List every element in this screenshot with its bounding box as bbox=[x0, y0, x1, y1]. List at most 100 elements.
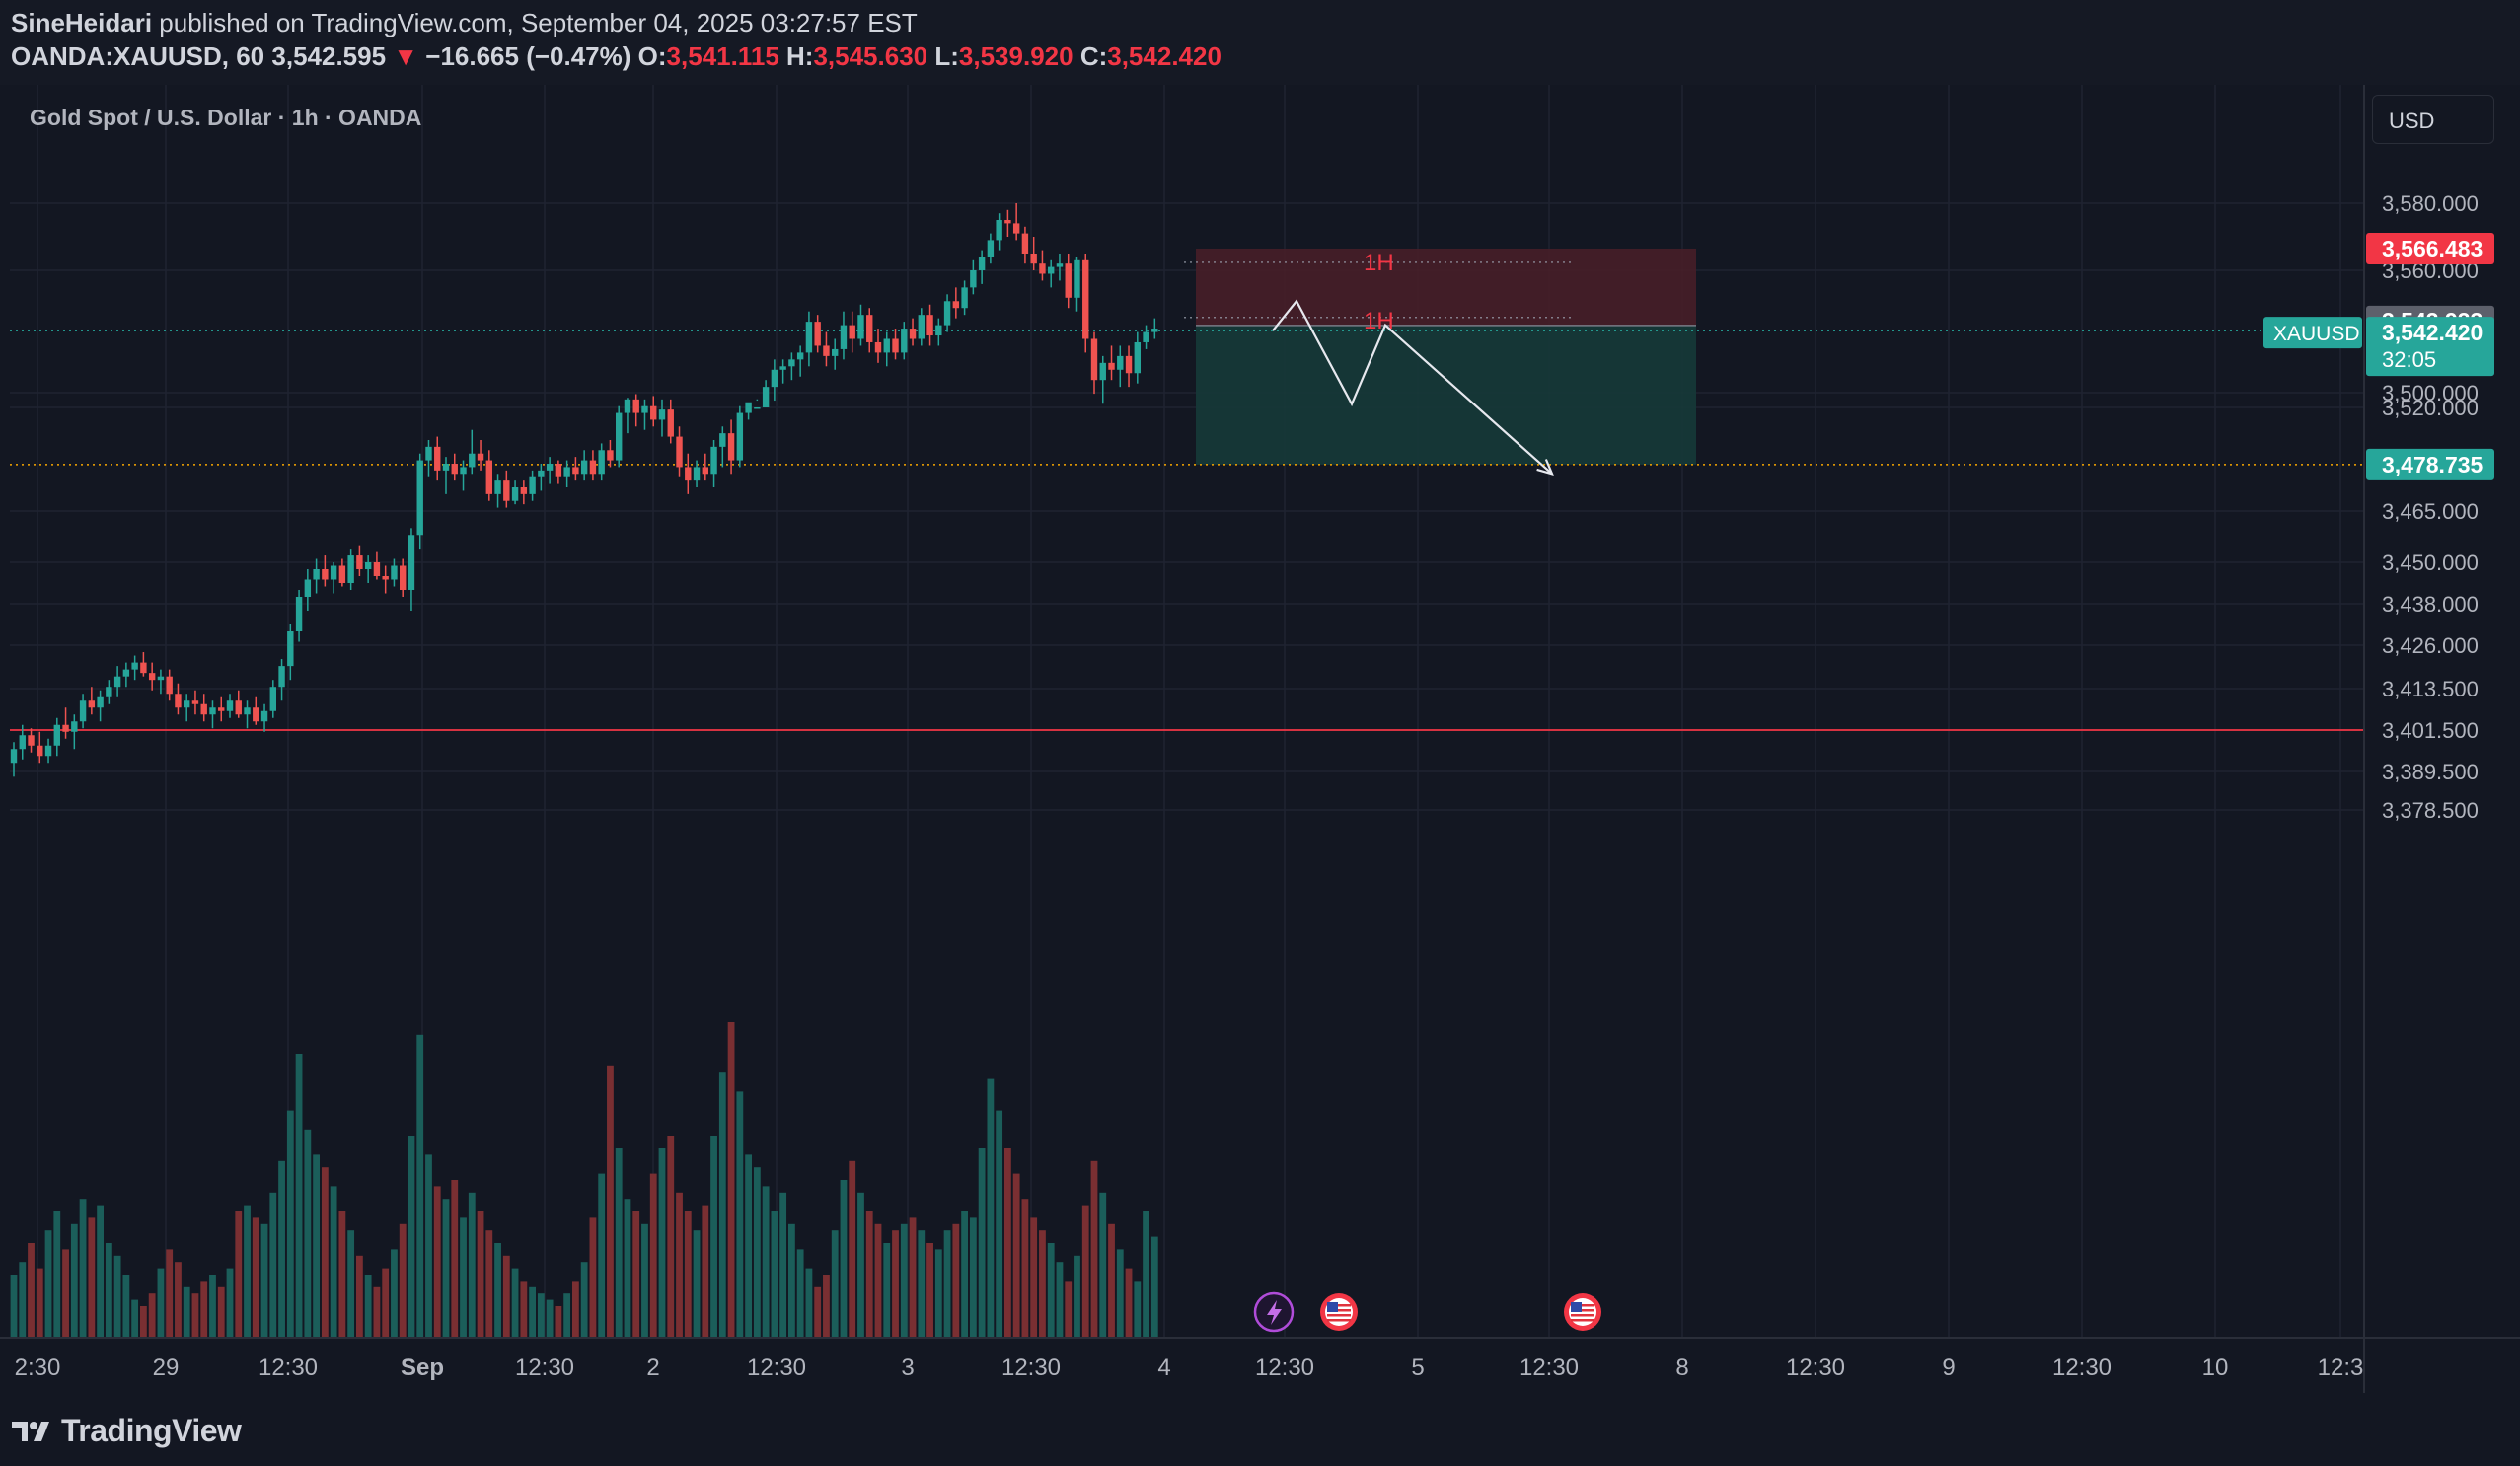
volume-bar bbox=[736, 1091, 744, 1338]
candle-body bbox=[987, 240, 995, 257]
candle-body bbox=[580, 460, 588, 475]
price-tick-label: 3,500.000 bbox=[2382, 381, 2479, 405]
chart-legend-title[interactable]: Gold Spot / U.S. Dollar · 1h · OANDA bbox=[30, 105, 422, 130]
stop-price-label-text: 3,566.483 bbox=[2382, 236, 2483, 261]
candle-body bbox=[79, 700, 87, 722]
volume-bar bbox=[1099, 1192, 1107, 1338]
low-value: 3,539.920 bbox=[958, 41, 1074, 71]
candle bbox=[244, 700, 251, 729]
volume-bar bbox=[978, 1148, 986, 1338]
candle bbox=[157, 669, 165, 695]
volume-bar bbox=[934, 1249, 942, 1338]
time-tick-label: 3 bbox=[901, 1355, 914, 1381]
candle bbox=[892, 329, 899, 360]
time-tick-label: 12:30 bbox=[259, 1355, 318, 1381]
volume-bar bbox=[718, 1072, 726, 1338]
candle bbox=[322, 555, 329, 587]
time-tick-label: Sep bbox=[401, 1355, 444, 1381]
stop-price-label[interactable]: 3,566.483 bbox=[2366, 232, 2494, 264]
volume-bar bbox=[727, 1022, 735, 1338]
volume-bar bbox=[364, 1275, 372, 1338]
candle-body bbox=[460, 467, 467, 475]
volume-bar bbox=[382, 1268, 390, 1338]
volume-bar bbox=[520, 1281, 528, 1338]
price-tick-label: 3,426.000 bbox=[2382, 633, 2479, 658]
author-name[interactable]: SineHeidari bbox=[11, 8, 153, 37]
time-tick-label: 10 bbox=[2202, 1355, 2229, 1381]
flag-stripe bbox=[1327, 1319, 1351, 1322]
us-flag-event-icon[interactable] bbox=[1564, 1293, 1601, 1331]
candle-body bbox=[805, 322, 813, 353]
candle bbox=[166, 669, 173, 701]
candle bbox=[883, 331, 890, 367]
open-value: 3,541.115 bbox=[666, 41, 779, 71]
candle-body bbox=[961, 287, 968, 309]
candle-body bbox=[382, 576, 389, 580]
lightning-event-icon[interactable] bbox=[1253, 1291, 1295, 1333]
volume-bar bbox=[166, 1249, 174, 1338]
price-tick-label: 3,450.000 bbox=[2382, 550, 2479, 575]
time-tick-label: 5 bbox=[1411, 1355, 1424, 1381]
volume-bar bbox=[313, 1154, 320, 1338]
time-tick-label: 2 bbox=[646, 1355, 659, 1381]
candle bbox=[1143, 325, 1149, 349]
candle-body bbox=[978, 257, 986, 270]
take-profit-zone[interactable] bbox=[1196, 325, 1696, 465]
volume-bar bbox=[563, 1293, 571, 1338]
candle bbox=[685, 453, 692, 494]
candle bbox=[676, 426, 683, 477]
volume-bar bbox=[10, 1275, 18, 1338]
volume-bar bbox=[684, 1211, 692, 1338]
volume-bar bbox=[624, 1199, 631, 1338]
candle-body bbox=[330, 565, 337, 580]
candle bbox=[347, 549, 354, 590]
candle bbox=[485, 450, 492, 501]
volume-bar bbox=[555, 1306, 562, 1338]
candle bbox=[874, 329, 882, 363]
projection-arrowhead bbox=[1536, 459, 1554, 476]
candle bbox=[814, 315, 821, 353]
volume-bar bbox=[391, 1249, 398, 1338]
tradingview-logo-icon bbox=[12, 1421, 49, 1441]
candle-body bbox=[226, 700, 234, 711]
candle bbox=[19, 724, 26, 760]
bar-countdown: 32:05 bbox=[2382, 347, 2436, 372]
candle-body bbox=[287, 631, 294, 667]
tradingview-logo[interactable]: TradingView bbox=[12, 1413, 242, 1449]
candle-body bbox=[364, 562, 372, 569]
candle-body bbox=[1039, 263, 1046, 274]
us-flag-event-icon[interactable] bbox=[1320, 1293, 1358, 1331]
candle bbox=[218, 696, 225, 722]
candle bbox=[434, 436, 441, 481]
volume-bar bbox=[373, 1286, 381, 1338]
symbol-price-tag[interactable]: XAUUSD bbox=[2263, 317, 2362, 349]
volume-bar bbox=[909, 1217, 917, 1338]
volume-bar bbox=[840, 1180, 848, 1338]
candle-body bbox=[779, 366, 786, 370]
candle-body bbox=[555, 464, 562, 477]
candle-body bbox=[1065, 263, 1072, 298]
stop-loss-zone[interactable] bbox=[1196, 248, 1696, 326]
chart-pane[interactable]: 1H 1H 3,580.000 3,560.000 3,520.000 3,500.00… bbox=[0, 85, 2520, 1393]
candle bbox=[823, 331, 830, 367]
candle bbox=[79, 694, 87, 729]
candle bbox=[1108, 345, 1115, 381]
target-price-label[interactable]: 3,478.735 bbox=[2366, 448, 2494, 480]
volume-bar bbox=[572, 1281, 579, 1338]
candle-body bbox=[97, 696, 104, 708]
candle-body bbox=[727, 433, 735, 461]
volume-bar bbox=[1150, 1236, 1158, 1338]
currency-button[interactable]: USD bbox=[2372, 95, 2494, 144]
candle bbox=[148, 662, 156, 691]
projection-path[interactable] bbox=[1272, 299, 1553, 476]
candle-body bbox=[1012, 223, 1020, 234]
candle bbox=[693, 460, 701, 487]
candle-body bbox=[434, 446, 441, 471]
candle-body bbox=[131, 662, 138, 670]
candle bbox=[175, 683, 182, 715]
candle-body bbox=[970, 270, 977, 288]
volume-bar bbox=[831, 1230, 839, 1338]
volume-bar bbox=[131, 1299, 139, 1338]
